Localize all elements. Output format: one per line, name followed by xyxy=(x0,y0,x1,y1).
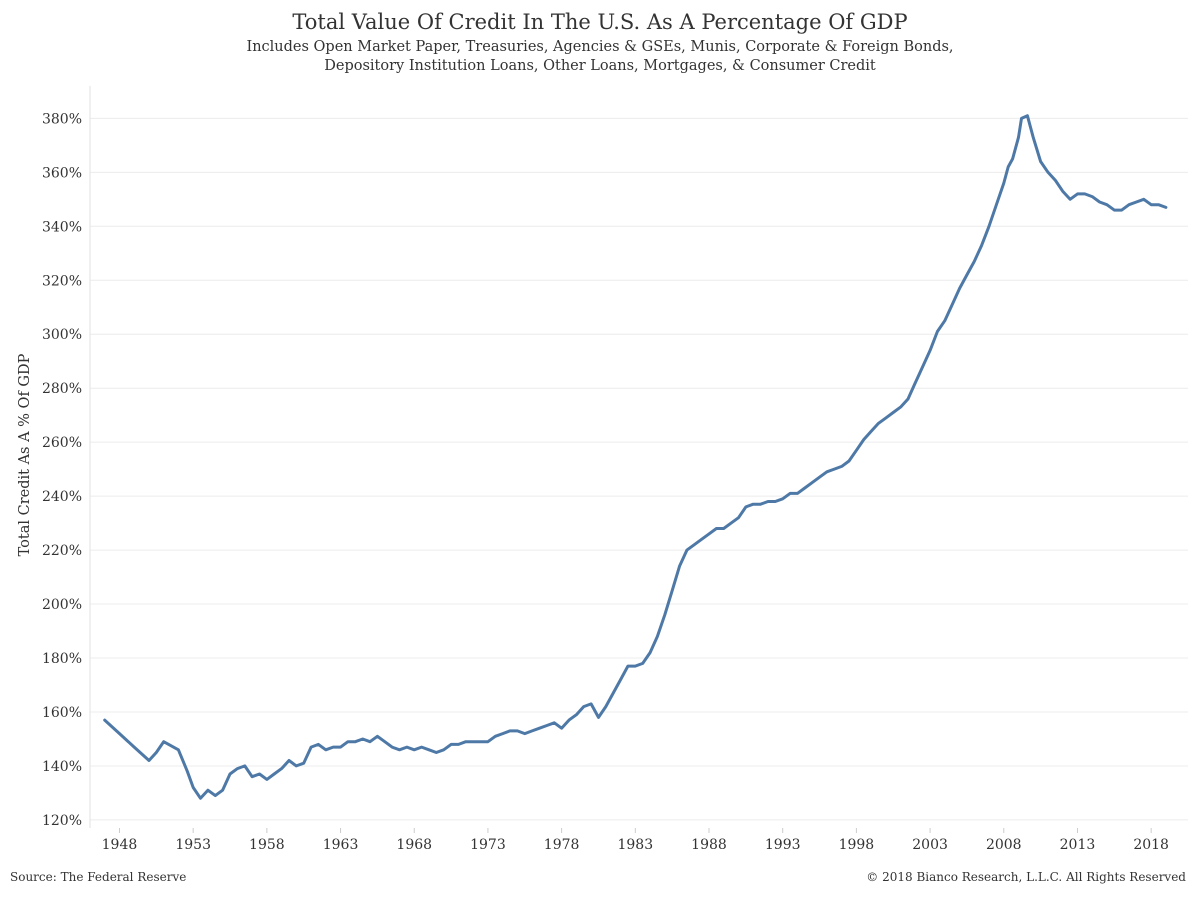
x-tick-label: 1993 xyxy=(765,837,801,853)
x-axis-tick-labels: 1948 1953 1958 1963 1968 1973 1978 1983 1988 1993… xyxy=(102,828,1169,853)
y-tick-label: 340% xyxy=(42,219,82,235)
y-tick-label: 320% xyxy=(42,273,82,289)
y-tick-label: 160% xyxy=(42,705,82,721)
x-tick-label: 1963 xyxy=(323,837,359,853)
y-tick-label: 220% xyxy=(42,543,82,559)
chart-subtitle-line-1: Includes Open Market Paper, Treasuries, … xyxy=(246,39,954,55)
y-axis-tick-labels: 120% 140% 160% 180% 200% 220% 240% 260% 280% 300%… xyxy=(42,111,82,829)
x-tick-label: 1968 xyxy=(396,837,432,853)
credit-gdp-series-line xyxy=(103,114,1168,800)
y-tick-label: 200% xyxy=(42,597,82,613)
x-tick-label: 2013 xyxy=(1060,837,1096,853)
x-tick-label: 2003 xyxy=(912,837,948,853)
x-tick-label: 2018 xyxy=(1133,837,1169,853)
x-tick-label: 1988 xyxy=(691,837,727,853)
y-tick-label: 260% xyxy=(42,435,82,451)
x-tick-label: 1978 xyxy=(544,837,580,853)
y-tick-label: 380% xyxy=(42,111,82,127)
x-tick-label: 1953 xyxy=(175,837,211,853)
x-tick-label: 1983 xyxy=(617,837,653,853)
x-tick-label: 1948 xyxy=(102,837,138,853)
y-tick-label: 240% xyxy=(42,489,82,505)
x-tick-label: 2008 xyxy=(986,837,1022,853)
source-note: Source: The Federal Reserve xyxy=(10,870,187,884)
chart-subtitle-line-2: Depository Institution Loans, Other Loan… xyxy=(324,58,876,74)
y-tick-label: 140% xyxy=(42,759,82,775)
y-tick-label: 180% xyxy=(42,651,82,667)
chart-title: Total Value Of Credit In The U.S. As A P… xyxy=(292,10,908,34)
y-tick-label: 360% xyxy=(42,165,82,181)
x-tick-label: 1958 xyxy=(249,837,285,853)
y-tick-label: 120% xyxy=(42,813,82,829)
y-axis-label: Total Credit As A % Of GDP xyxy=(17,353,33,556)
copyright-note: © 2018 Bianco Research, L.L.C. All Right… xyxy=(866,870,1186,884)
y-tick-label: 280% xyxy=(42,381,82,397)
y-tick-label: 300% xyxy=(42,327,82,343)
x-tick-label: 1973 xyxy=(470,837,506,853)
x-tick-label: 1998 xyxy=(839,837,875,853)
gridlines xyxy=(90,117,1188,821)
